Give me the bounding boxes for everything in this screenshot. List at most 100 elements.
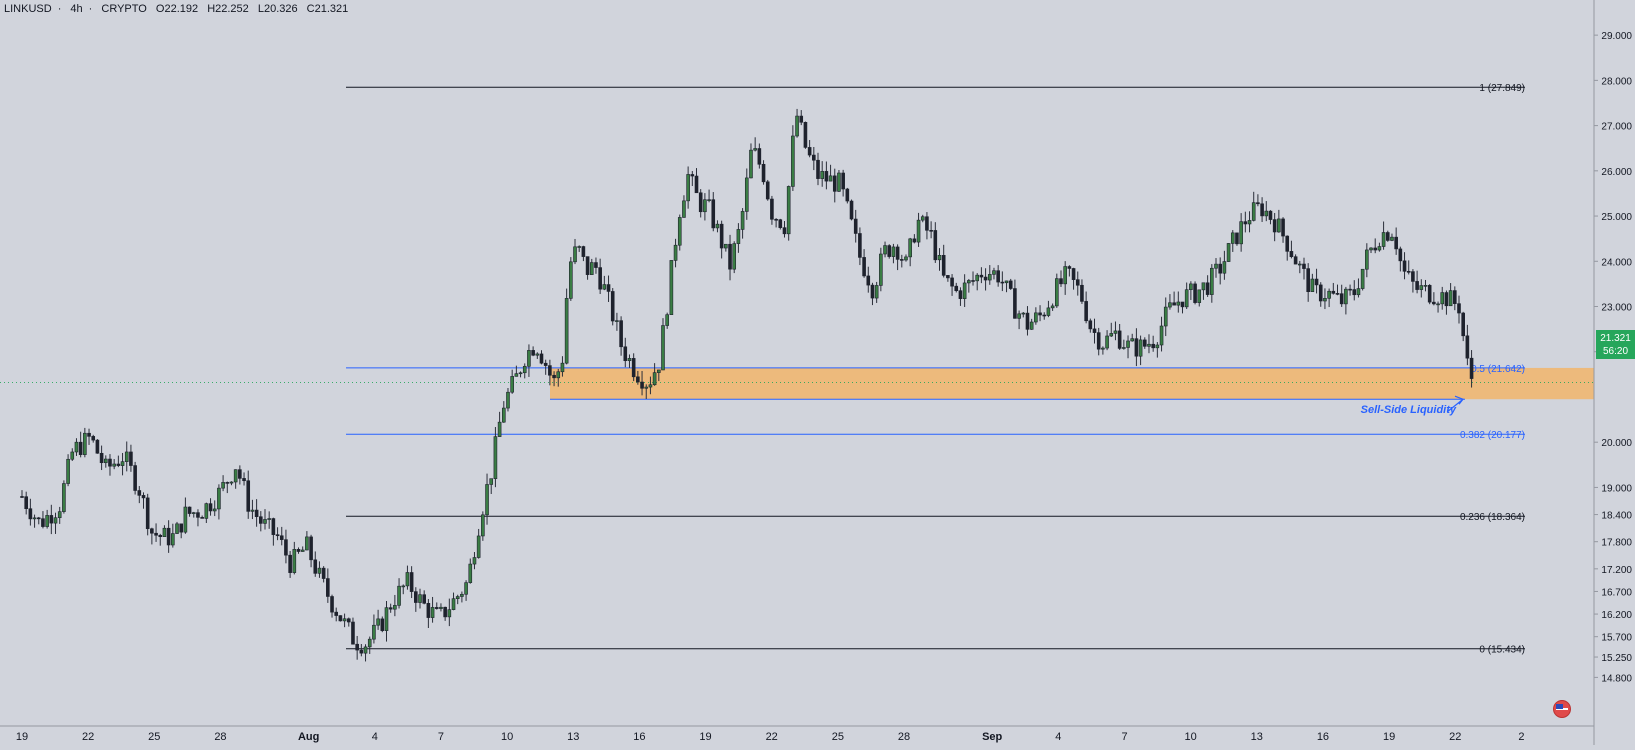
candle-body bbox=[212, 508, 217, 512]
candle-body bbox=[1000, 281, 1005, 284]
y-axis-tick-label: 14.800 bbox=[1601, 673, 1632, 684]
candle-body bbox=[1105, 335, 1109, 349]
fib-level-label: 0.236 (18.364) bbox=[1460, 512, 1525, 523]
candle-body bbox=[1377, 246, 1382, 251]
candle-body bbox=[124, 451, 129, 462]
candle-body bbox=[62, 483, 66, 512]
candle-body bbox=[49, 515, 54, 524]
ohlc-high: H22.252 bbox=[207, 3, 249, 15]
candle-body bbox=[279, 535, 284, 540]
candle-body bbox=[1239, 221, 1243, 245]
candle-body bbox=[1264, 210, 1269, 217]
y-axis-tick-label: 29.000 bbox=[1601, 31, 1632, 42]
candle-body bbox=[531, 350, 535, 356]
y-axis-tick-label: 24.000 bbox=[1601, 257, 1632, 268]
y-axis-tick-label: 16.700 bbox=[1601, 587, 1632, 598]
candle-body bbox=[439, 606, 443, 609]
candle-body bbox=[1193, 283, 1197, 303]
candle-body bbox=[887, 245, 892, 257]
candle-body bbox=[941, 255, 946, 276]
candle-body bbox=[1243, 221, 1248, 225]
candle-body bbox=[1101, 347, 1105, 350]
candle-body bbox=[1059, 278, 1063, 285]
candle-body bbox=[728, 243, 732, 270]
candle-body bbox=[179, 523, 184, 533]
candle-body bbox=[1469, 357, 1474, 379]
candle-body bbox=[1230, 232, 1235, 244]
candle-body bbox=[1189, 283, 1193, 290]
candle-body bbox=[719, 223, 724, 249]
candle-body bbox=[987, 274, 992, 281]
candle-body bbox=[150, 528, 154, 534]
candle-body bbox=[761, 163, 766, 183]
candle-body bbox=[1184, 289, 1189, 308]
candle-body bbox=[1088, 320, 1093, 330]
candle-body bbox=[912, 238, 917, 243]
symbol-header[interactable]: LINKUSD · 4h · CRYPTO O22.192 H22.252 L20.… bbox=[4, 3, 349, 15]
candle-body bbox=[522, 365, 527, 374]
candle-body bbox=[418, 594, 422, 603]
candle-body bbox=[786, 186, 791, 235]
candle-body bbox=[1369, 247, 1373, 251]
candle-body bbox=[1063, 266, 1067, 285]
candle-body bbox=[1071, 268, 1076, 280]
candle-body bbox=[1029, 321, 1034, 330]
candle-body bbox=[267, 518, 271, 520]
candle-body bbox=[1285, 235, 1290, 252]
candle-body bbox=[1453, 290, 1457, 304]
candle-body bbox=[397, 585, 401, 606]
candle-body bbox=[929, 230, 933, 232]
candle-body bbox=[677, 217, 682, 246]
candle-body bbox=[820, 171, 824, 179]
ohlc-close: C21.321 bbox=[306, 3, 349, 15]
candle-body bbox=[250, 509, 255, 512]
candle-body bbox=[171, 533, 175, 546]
symbol-name[interactable]: LINKUSD bbox=[4, 3, 52, 15]
candle-body bbox=[53, 517, 58, 524]
x-axis-tick-label: 10 bbox=[501, 731, 513, 743]
x-axis-tick-label: 4 bbox=[1055, 731, 1061, 743]
y-axis-tick-label: 18.400 bbox=[1601, 511, 1632, 522]
candle-body bbox=[1260, 203, 1264, 217]
candle-body bbox=[300, 549, 305, 552]
candle-body bbox=[422, 594, 426, 604]
candle-body bbox=[1117, 330, 1122, 349]
candle-body bbox=[765, 181, 770, 200]
x-axis-tick-label: 25 bbox=[148, 731, 160, 743]
candle-body bbox=[74, 441, 79, 453]
candle-body bbox=[1226, 243, 1231, 262]
candle-body bbox=[41, 518, 45, 527]
candle-body bbox=[1075, 279, 1080, 286]
candle-body bbox=[812, 154, 816, 161]
candle-body bbox=[1159, 325, 1164, 346]
candle-body bbox=[870, 284, 875, 299]
timeframe[interactable]: 4h bbox=[70, 3, 83, 15]
flag-icon[interactable] bbox=[1553, 700, 1571, 718]
candle-body bbox=[1138, 339, 1143, 357]
candle-body bbox=[1352, 289, 1357, 296]
candle-body bbox=[372, 624, 376, 640]
candle-body bbox=[187, 506, 192, 514]
candle-body bbox=[648, 384, 653, 388]
candle-body bbox=[933, 230, 938, 261]
candle-body bbox=[1134, 338, 1139, 357]
candle-body bbox=[690, 174, 695, 177]
candle-body bbox=[891, 246, 896, 257]
candle-body bbox=[254, 509, 259, 518]
candle-body bbox=[342, 618, 347, 622]
candle-body bbox=[849, 200, 854, 220]
x-axis-tick-label: 22 bbox=[1449, 731, 1461, 743]
candle-body bbox=[1310, 278, 1315, 293]
candle-body bbox=[20, 496, 24, 498]
candle-body bbox=[1411, 271, 1415, 282]
candle-body bbox=[32, 517, 37, 520]
y-axis-tick-label: 17.800 bbox=[1601, 538, 1632, 549]
candle-body bbox=[573, 246, 577, 263]
candle-body bbox=[904, 256, 908, 261]
candle-body bbox=[778, 219, 783, 228]
candle-body bbox=[1415, 281, 1419, 290]
current-price-tag: 21.321 56:20 bbox=[1596, 330, 1635, 359]
candle-body bbox=[1390, 236, 1394, 241]
